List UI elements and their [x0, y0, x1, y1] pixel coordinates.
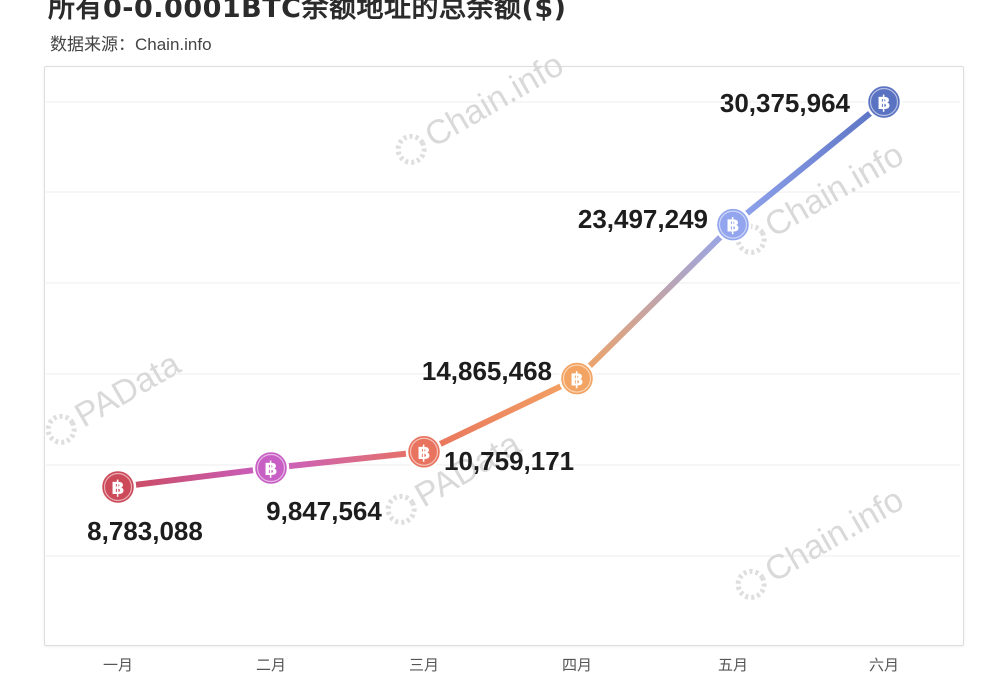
line-segment-1 — [115, 465, 274, 490]
chart-source: 数据来源：Chain.info — [50, 35, 212, 54]
bitcoin-icon — [865, 83, 903, 121]
watermark-text: Chain.info — [758, 480, 910, 589]
bitcoin-icon-ring — [562, 364, 592, 393]
watermark-logo-icon — [395, 133, 427, 165]
x-tick-label-3: 三月 — [409, 656, 439, 674]
x-tick-label-4: 四月 — [562, 656, 592, 674]
watermark-5: Chain.info — [735, 480, 910, 600]
watermark-text: Chain.info — [418, 45, 570, 154]
bitcoin-icon — [405, 433, 443, 471]
bitcoin-icon-ring — [718, 210, 748, 239]
data-point-5: ฿ — [714, 206, 752, 243]
bitcoin-icon — [99, 468, 137, 506]
value-label-5: 23,497,249 — [578, 204, 708, 234]
chart-frame — [44, 66, 964, 646]
bitcoin-icon-ring — [409, 437, 439, 466]
value-label-6: 30,375,964 — [720, 88, 851, 118]
watermark-text: Chain.info — [758, 135, 910, 244]
bitcoin-icon-glyph: ฿ — [264, 458, 277, 480]
line-segment-2 — [268, 448, 427, 472]
value-label-4: 14,865,468 — [422, 356, 552, 386]
data-point-3: ฿ — [405, 433, 443, 471]
data-point-6: ฿ — [865, 83, 903, 121]
watermark-logo-icon — [385, 493, 417, 525]
bitcoin-icon — [714, 206, 752, 243]
data-point-2: ฿ — [252, 449, 290, 487]
bitcoin-icon-ring — [103, 472, 133, 502]
bitcoin-icon-glyph: ฿ — [111, 477, 124, 499]
bitcoin-icon-glyph: ฿ — [417, 442, 430, 464]
watermark-2: PAData — [45, 345, 187, 445]
line-segment-4 — [574, 221, 736, 382]
line-segment-3 — [421, 375, 580, 455]
bitcoin-icon-glyph: ฿ — [877, 92, 890, 114]
x-axis-ticks: 一月 二月 三月 四月 五月 六月 — [103, 656, 899, 674]
value-label-2: 9,847,564 — [266, 496, 382, 526]
bitcoin-icon-glyph: ฿ — [570, 369, 583, 391]
watermark-logo-icon — [735, 568, 767, 600]
watermark-1: Chain.info — [395, 45, 570, 165]
x-tick-label-5: 五月 — [718, 656, 748, 674]
x-tick-label-6: 六月 — [869, 656, 899, 674]
bitcoin-icon — [252, 449, 290, 487]
x-tick-label-2: 二月 — [256, 656, 286, 674]
bitcoin-icon — [558, 360, 596, 397]
value-label-3: 10,759,171 — [444, 446, 574, 476]
chart-title: 所有0-0.0001BTC余额地址的总余额($) — [48, 0, 567, 24]
bitcoin-icon-ring — [256, 453, 286, 483]
data-point-1: ฿ — [99, 468, 137, 506]
line-segment-5 — [730, 99, 887, 228]
x-tick-label-1: 一月 — [103, 656, 133, 674]
series-line — [115, 99, 887, 490]
bitcoin-icon-glyph: ฿ — [726, 215, 739, 237]
bitcoin-icon-ring — [869, 87, 899, 117]
watermark-logo-icon — [45, 413, 77, 445]
gridlines — [46, 101, 960, 557]
data-markers: ฿฿฿฿฿฿ — [99, 83, 903, 506]
data-point-4: ฿ — [558, 360, 596, 397]
value-labels: 8,783,088 9,847,564 10,759,171 14,865,468 23… — [87, 88, 850, 546]
watermark-text: PAData — [68, 345, 186, 435]
value-label-1: 8,783,088 — [87, 516, 203, 546]
